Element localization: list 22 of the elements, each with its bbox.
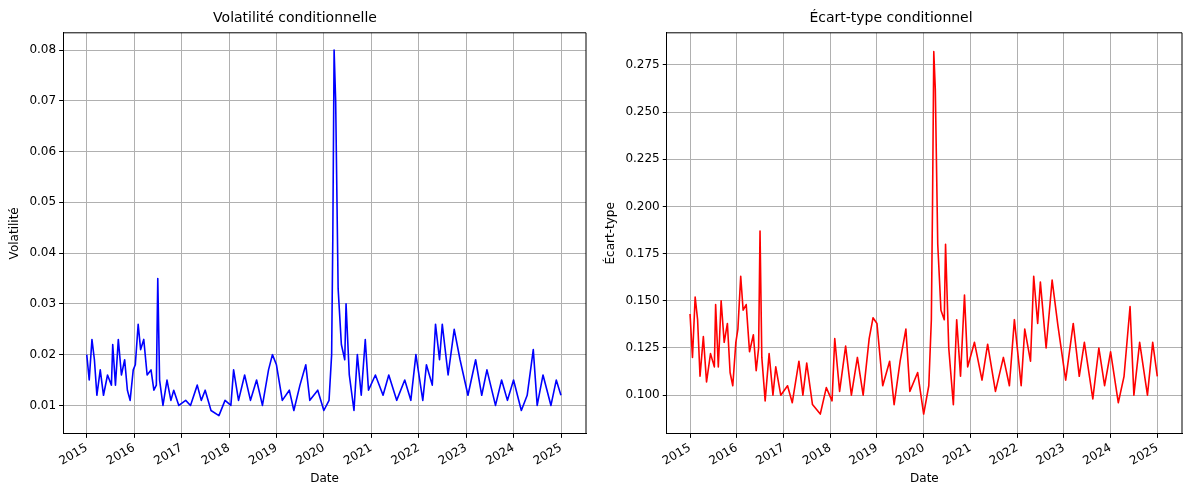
y-tick-label: 0.05 [29, 194, 57, 209]
y-tick-label: 0.175 [625, 245, 660, 260]
chart-title: Écart-type conditionnel [809, 9, 973, 26]
y-axis-title: Volatilité [7, 207, 22, 260]
y-tick-label: 0.06 [29, 143, 57, 158]
x-axis-title: Date [310, 470, 339, 485]
y-tick-label: 0.08 [29, 42, 57, 57]
y-tick-label: 0.02 [29, 346, 57, 361]
y-tick-label: 0.03 [29, 296, 57, 311]
y-tick-label: 0.250 [625, 104, 660, 119]
y-tick-label: 0.200 [625, 198, 660, 213]
y-axis-title: Écart-type [602, 202, 618, 265]
y-tick-label: 0.04 [29, 245, 57, 260]
x-axis-title: Date [910, 470, 939, 485]
y-tick-label: 0.150 [625, 292, 660, 307]
chart-title: Volatilité conditionnelle [213, 9, 377, 26]
y-tick-label: 0.225 [625, 151, 660, 166]
y-tick-label: 0.01 [29, 397, 57, 412]
y-tick-label: 0.275 [625, 57, 660, 72]
y-tick-label: 0.125 [625, 340, 660, 355]
y-tick-label: 0.07 [29, 92, 57, 107]
y-tick-label: 0.100 [625, 387, 660, 402]
